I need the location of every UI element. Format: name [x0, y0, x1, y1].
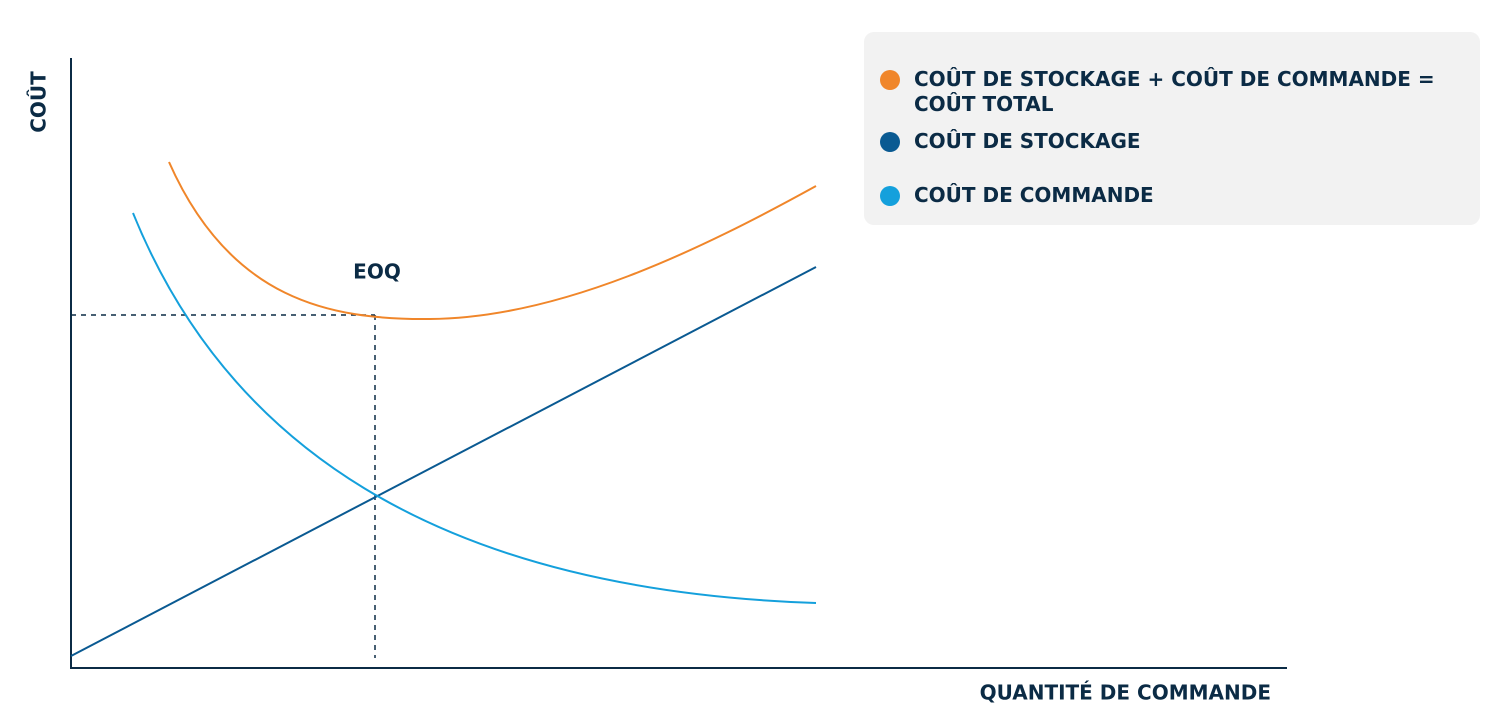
total-cost-curve	[168, 161, 817, 321]
legend-label: COÛT DE COMMANDE	[914, 183, 1154, 207]
legend-dot	[880, 132, 900, 152]
y-axis-label: COÛT	[27, 71, 51, 133]
eoq-label: EOQ	[353, 260, 401, 284]
legend: COÛT DE STOCKAGE + COÛT DE COMMANDE = CO…	[864, 32, 1480, 225]
ordering-cost-curve	[132, 212, 817, 604]
legend-label: COÛT DE STOCKAGE	[914, 129, 1141, 153]
legend-item: COÛT DE STOCKAGE + COÛT DE COMMANDE = CO…	[880, 67, 1454, 117]
storage-cost-line	[70, 266, 817, 657]
legend-item: COÛT DE STOCKAGE	[880, 129, 1454, 154]
legend-label: COÛT DE STOCKAGE + COÛT DE COMMANDE = CO…	[914, 67, 1435, 116]
legend-dot	[880, 186, 900, 206]
x-axis-label: QUANTITÉ DE COMMANDE	[980, 681, 1271, 705]
legend-item: COÛT DE COMMANDE	[880, 183, 1454, 208]
legend-dot	[880, 70, 900, 90]
